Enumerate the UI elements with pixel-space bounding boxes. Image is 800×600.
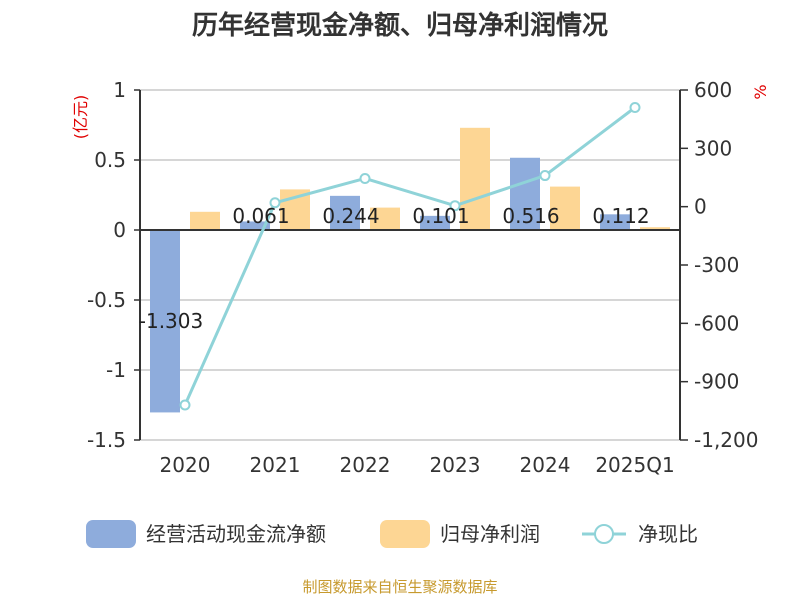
bar-value-label: -1.303	[139, 309, 203, 333]
bar-2024	[550, 186, 580, 230]
ratio-point	[539, 170, 551, 182]
bar-value-label: 0.516	[502, 204, 559, 228]
bar-2021	[240, 221, 270, 230]
x-tick-label: 2021	[250, 453, 301, 477]
bar-2025Q1	[600, 214, 630, 230]
gridlines	[140, 89, 680, 441]
left-unit-text: (亿元)	[71, 95, 90, 140]
right-tick-label: -600	[694, 311, 739, 335]
bar-2024	[510, 157, 540, 230]
x-tick-label: 2025Q1	[595, 453, 674, 477]
ratio-point	[629, 102, 641, 113]
left-tick-label: 0.5	[94, 148, 126, 172]
x-tick-label: 2024	[520, 453, 571, 477]
legend-label: 净现比	[638, 522, 698, 546]
bar-2022	[370, 207, 400, 230]
bar-2023	[460, 127, 490, 230]
x-tick-label: 2022	[340, 453, 391, 477]
data-labels: -1.303 0.061 0.244 0.101 0.516 0.112	[139, 204, 650, 333]
ratio-point	[449, 200, 461, 212]
left-tick-label: 0	[113, 218, 126, 242]
bar-value-label: 0.244	[322, 204, 379, 228]
left-tick-label: 1	[113, 78, 126, 102]
legend-swatch	[86, 520, 136, 548]
x-tick-label: 2020	[160, 453, 211, 477]
bar-value-label: 0.112	[592, 204, 649, 228]
right-tick-label: 0	[694, 195, 707, 219]
bar-2022	[330, 195, 360, 230]
x-tick-label: 2023	[430, 453, 481, 477]
right-tick-label: -900	[694, 370, 739, 394]
left-tick-label: -1	[106, 358, 126, 382]
legend-item-2: 净现比	[582, 522, 698, 546]
right-tick-label: 300	[694, 136, 732, 160]
right-tick-label: -300	[694, 253, 739, 277]
axes	[134, 89, 688, 441]
left-tick-label: -1.5	[87, 428, 126, 452]
ratio-point	[269, 197, 281, 209]
right-unit-label: %	[751, 84, 770, 99]
bar-2025Q1	[640, 227, 670, 230]
bar-2020	[150, 230, 180, 413]
left-tick-label: -0.5	[87, 288, 126, 312]
legend-label: 归母净利润	[440, 522, 540, 546]
bars	[150, 127, 670, 413]
bar-value-label: 0.061	[232, 204, 289, 228]
right-unit-text: %	[751, 84, 770, 99]
ratio-point	[179, 399, 191, 411]
chart-title: 历年经营现金净额、归母净利润情况	[192, 10, 608, 41]
ratio-line	[179, 102, 641, 411]
bar-2023	[420, 215, 450, 230]
legend-marker	[594, 524, 614, 544]
bar-2020	[190, 211, 220, 230]
legend-swatch	[380, 520, 430, 548]
legend-item-1: 归母净利润	[380, 520, 540, 548]
legend-label: 经营活动现金流净额	[146, 522, 326, 546]
right-tick-label: 600	[694, 78, 732, 102]
tick-labels: 1 0.5 0 -0.5 -1 -1.5 600 300 0 -300 -600 -900 -1,200…	[87, 78, 759, 477]
ratio-line-path	[183, 106, 636, 406]
bar-value-label: 0.101	[412, 204, 469, 228]
legend: 经营活动现金流净额 归母净利润 净现比	[86, 520, 698, 548]
source-note: 制图数据来自恒生聚源数据库	[302, 578, 497, 596]
ratio-point	[359, 172, 371, 184]
right-tick-label: -1,200	[694, 428, 758, 452]
left-unit-label: (亿元)	[71, 95, 90, 140]
legend-item-0: 经营活动现金流净额	[86, 520, 326, 548]
